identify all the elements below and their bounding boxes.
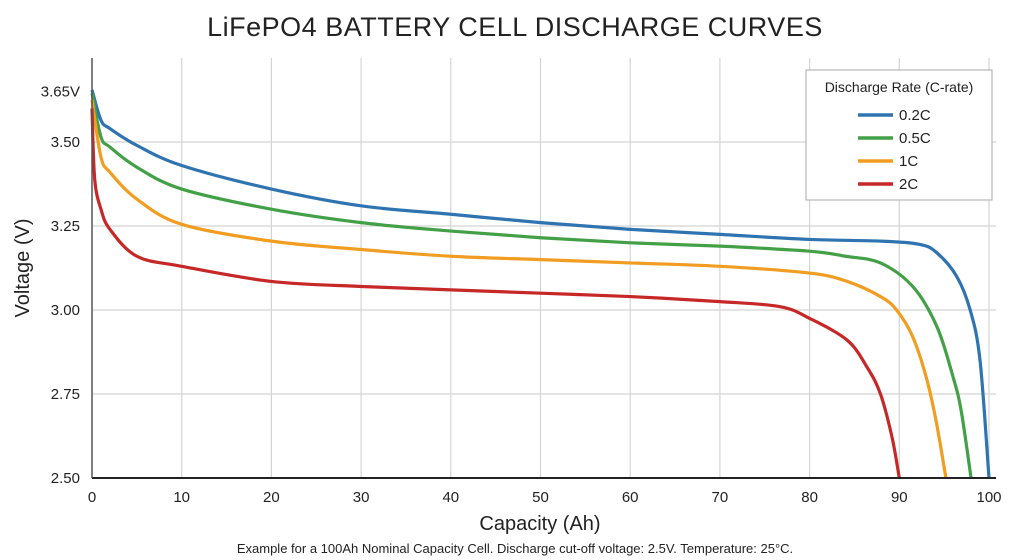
- series-lines: [90, 89, 991, 479]
- x-tick-labels: 0 10 20 30 40 50 60 70 80 90 100: [88, 489, 1002, 506]
- grid: [92, 58, 996, 478]
- y-axis-label: Voltage (V): [12, 219, 34, 318]
- y-tick-label: 2.50: [51, 470, 80, 487]
- x-tick-label: 100: [976, 489, 1001, 506]
- x-axis-label: Capacity (Ah): [479, 513, 600, 535]
- x-tick-label: 30: [353, 489, 370, 506]
- x-tick-label: 60: [622, 489, 639, 506]
- y-tick-label: 2.75: [51, 386, 80, 403]
- footnote: Example for a 100Ah Nominal Capacity Cel…: [237, 541, 793, 556]
- legend-box: [805, 69, 993, 201]
- legend-label: 2C: [899, 176, 918, 193]
- series-line-2C: [90, 108, 901, 479]
- x-tick-label: 10: [173, 489, 190, 506]
- series-line-1C: [90, 99, 948, 479]
- series-line-0-5C: [90, 92, 973, 479]
- x-tick-label: 0: [88, 489, 96, 506]
- x-tick-label: 70: [712, 489, 729, 506]
- legend-title: Discharge Rate (C-rate): [825, 79, 974, 95]
- y-tick-labels: 3.65V 3.50 3.25 3.00 2.75 2.50: [41, 84, 80, 487]
- legend: Discharge Rate (C-rate) 0.2C 0.5C 1C 2C: [805, 69, 993, 201]
- y-tick-label: 3.00: [51, 302, 80, 319]
- x-tick-label: 50: [532, 489, 549, 506]
- y-tick-label: 3.25: [51, 218, 80, 235]
- x-tick-label: 80: [801, 489, 818, 506]
- y-tick-label: 3.65V: [41, 84, 80, 101]
- legend-label: 0.2C: [899, 107, 931, 124]
- legend-label: 0.5C: [899, 130, 931, 147]
- x-tick-label: 20: [263, 489, 280, 506]
- y-tick-label: 3.50: [51, 134, 80, 151]
- x-tick-label: 90: [891, 489, 908, 506]
- chart-title: LiFePO4 BATTERY CELL DISCHARGE CURVES: [207, 12, 823, 42]
- x-tick-label: 40: [442, 489, 459, 506]
- series-line-0-2C: [90, 89, 991, 479]
- legend-label: 1C: [899, 153, 918, 170]
